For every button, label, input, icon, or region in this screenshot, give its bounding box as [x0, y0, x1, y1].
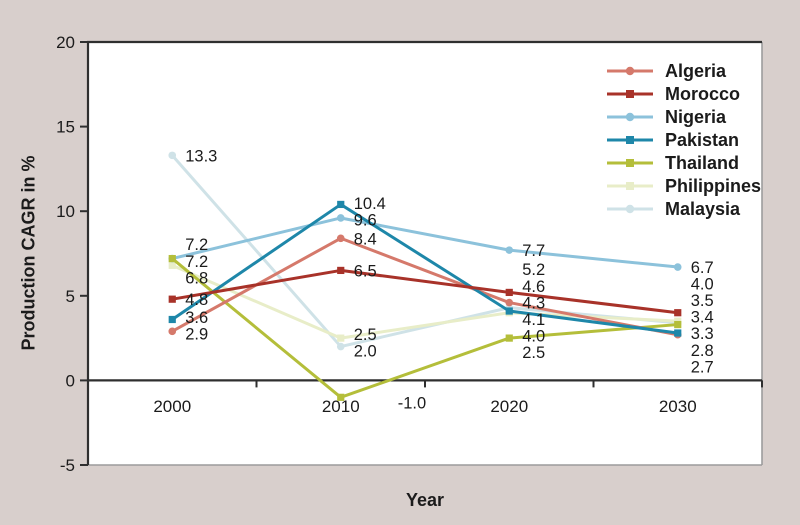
series-marker-malaysia: [168, 151, 177, 160]
point-label: 3.4: [691, 309, 714, 327]
legend-swatch-icon: [607, 181, 653, 190]
point-label: 2.7: [691, 358, 714, 376]
y-tick-label: 20: [56, 33, 75, 52]
series-marker-pakistan: [337, 200, 345, 209]
legend-swatch-icon: [607, 158, 653, 167]
series-marker-malaysia: [336, 342, 345, 351]
x-tick-label: 2010: [322, 397, 360, 416]
legend-swatch-icon: [607, 66, 653, 75]
point-label: 13.3: [185, 147, 217, 165]
point-label: 3.3: [691, 325, 714, 343]
legend-swatch-icon: [607, 112, 653, 121]
x-tick-label: 2000: [153, 397, 191, 416]
point-label: 5.2: [522, 261, 545, 279]
point-label: 4.1: [522, 311, 545, 329]
legend-label: Philippines: [665, 175, 762, 196]
point-label: 8.4: [354, 230, 377, 248]
series-line-nigeria: [171, 216, 678, 269]
series-line-philippines: [171, 263, 678, 340]
legend-label: Algeria: [665, 60, 727, 81]
series-marker-morocco: [168, 295, 176, 303]
series-line-pakistan: [171, 202, 678, 335]
point-label: 2.5: [522, 344, 545, 362]
point-label: 3.5: [691, 292, 714, 310]
legend-swatch-icon: [607, 89, 653, 98]
legend-item-philippines: Philippines: [606, 174, 761, 197]
series-marker-pakistan: [168, 315, 176, 324]
point-label: 4.6: [522, 278, 545, 296]
series-marker-nigeria: [336, 214, 345, 222]
point-label: 3.6: [185, 309, 208, 327]
series-marker-algeria: [505, 298, 514, 307]
point-label: 7.2: [185, 253, 208, 271]
x-tick-label: 2020: [490, 397, 528, 416]
legend-label: Malaysia: [665, 198, 741, 219]
legend-item-thailand: Thailand: [606, 151, 761, 174]
x-axis-title: Year: [405, 490, 445, 510]
series-line-malaysia: [171, 154, 678, 349]
point-label: 2.0: [354, 343, 377, 361]
series-marker-thailand: [168, 254, 176, 263]
legend-label: Thailand: [665, 152, 740, 173]
point-label: 6.5: [354, 262, 377, 280]
point-label: 4.3: [522, 294, 545, 312]
series-marker-pakistan: [505, 307, 513, 315]
legend-label: Nigeria: [665, 106, 727, 127]
series-marker-philippines: [168, 261, 176, 269]
point-label: 9.6: [354, 212, 377, 230]
series-line-morocco: [171, 268, 678, 315]
legend-label: Morocco: [665, 83, 741, 104]
legend-item-algeria: Algeria: [606, 59, 761, 82]
series-marker-nigeria: [505, 246, 514, 254]
y-tick-label: 15: [56, 118, 75, 137]
y-tick-label: 0: [66, 371, 75, 390]
point-label: -1.0: [398, 394, 426, 412]
series-marker-pakistan: [674, 329, 682, 337]
y-tick-label: 10: [56, 202, 75, 221]
point-label: 7.2: [185, 236, 208, 254]
point-label: 2.9: [185, 326, 208, 344]
series-marker-nigeria: [673, 263, 682, 271]
series-marker-thailand: [674, 320, 682, 329]
plot-area: [88, 42, 762, 465]
legend-label: Pakistan: [665, 129, 740, 150]
legend-swatch-icon: [607, 135, 653, 144]
legend-item-morocco: Morocco: [606, 82, 761, 105]
x-tick-label: 2030: [659, 397, 697, 416]
legend: Algeria Morocco Nigeria Pakistan Thailand Phi…: [606, 59, 761, 220]
series-line-thailand: [171, 257, 678, 399]
point-label: 6.8: [185, 269, 208, 287]
series-marker-algeria: [336, 234, 345, 243]
series-marker-thailand: [505, 334, 513, 342]
point-label: 4.8: [185, 291, 208, 309]
series-marker-morocco: [337, 266, 345, 275]
legend-item-nigeria: Nigeria: [606, 105, 761, 128]
point-label: 2.5: [354, 326, 377, 344]
y-tick-label: -5: [60, 456, 75, 475]
series-marker-algeria: [168, 327, 177, 336]
y-tick-label: 5: [66, 287, 75, 306]
y-axis-title: Production CAGR in %: [18, 155, 39, 351]
point-label: 6.7: [691, 259, 714, 277]
legend-swatch-icon: [607, 204, 653, 213]
point-label: 7.7: [522, 242, 545, 260]
legend-item-malaysia: Malaysia: [606, 197, 761, 220]
point-label: 10.4: [354, 195, 386, 213]
series-marker-morocco: [505, 288, 513, 297]
point-label: 4.0: [522, 328, 545, 346]
point-label: 4.0: [691, 275, 714, 293]
series-marker-morocco: [674, 309, 682, 317]
legend-item-pakistan: Pakistan: [606, 128, 761, 151]
series-marker-philippines: [337, 334, 345, 342]
point-label: 2.8: [691, 342, 714, 360]
series-marker-thailand: [337, 393, 345, 401]
